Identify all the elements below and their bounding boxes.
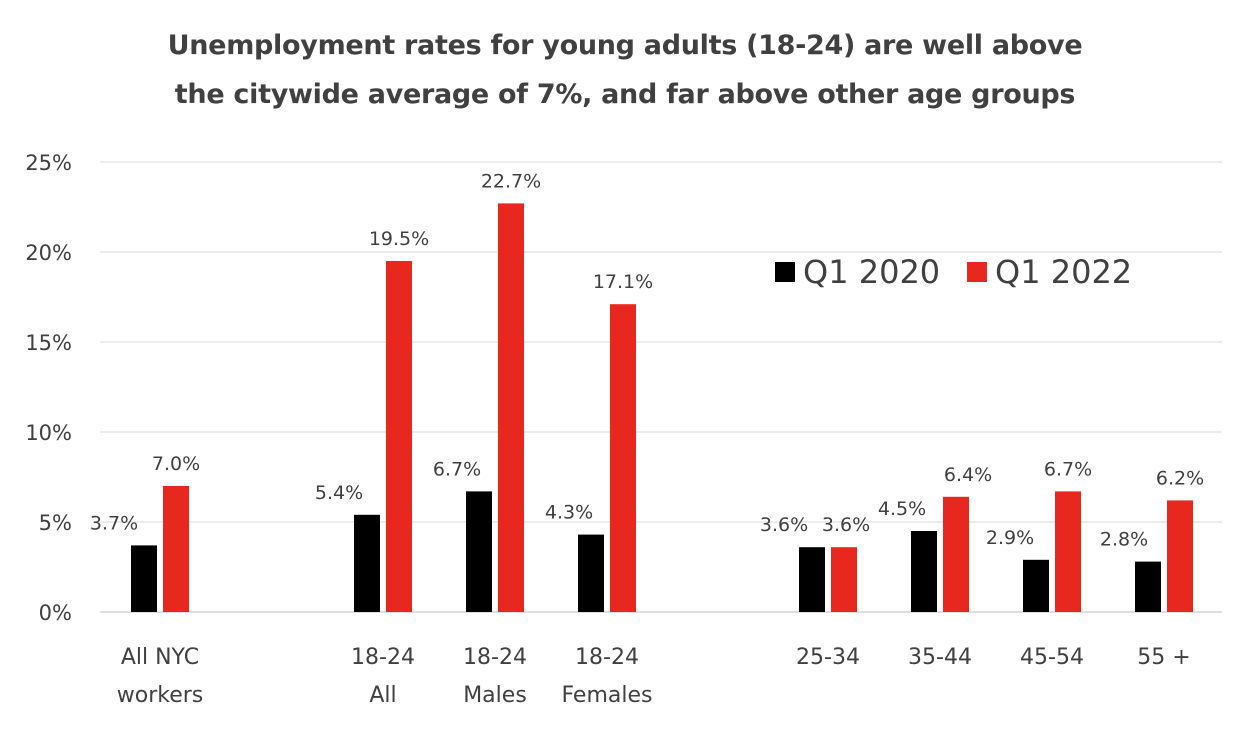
data-label: 4.5%: [878, 498, 926, 520]
x-tick-label: workers: [117, 683, 204, 708]
x-tick-label: 18-24: [351, 645, 415, 670]
y-tick-label: 25%: [25, 151, 72, 175]
x-tick-label: Males: [463, 683, 527, 708]
data-labels: 3.7% 5.4% 6.7% 4.3% 3.6% 4.5% 2.9% 2.8% 7.0% 19.5…: [90, 170, 1204, 550]
x-tick-label: Females: [561, 683, 652, 708]
data-label: 6.7%: [1044, 458, 1092, 480]
bar-q1-2020-6: [1023, 559, 1049, 612]
chart-title-line-2: the citywide average of 7%, and far abov…: [174, 79, 1076, 110]
y-tick-label: 10%: [25, 421, 72, 445]
data-label: 3.6%: [822, 514, 870, 536]
data-label: 6.7%: [433, 458, 481, 480]
y-tick-label: 5%: [39, 511, 72, 535]
bars: [131, 203, 1193, 612]
bar-q1-2020-7: [1135, 561, 1161, 612]
bar-q1-2022-3: [610, 304, 636, 612]
bar-q1-2020-1: [354, 514, 380, 612]
x-tick-label: 45-54: [1020, 645, 1084, 670]
x-tick-label: 35-44: [908, 645, 972, 670]
y-tick-label: 15%: [25, 331, 72, 355]
bar-q1-2020-3: [578, 534, 604, 612]
data-label: 3.6%: [760, 514, 808, 536]
x-tick-label: All: [369, 683, 396, 708]
bar-q1-2020-0: [131, 545, 157, 612]
bar-q1-2022-6: [1055, 491, 1081, 612]
y-tick-label: 0%: [39, 601, 72, 625]
bar-q1-2022-4: [831, 547, 857, 612]
data-label: 2.8%: [1100, 529, 1148, 551]
legend-label: Q1 2020: [803, 253, 940, 291]
bar-q1-2020-2: [466, 491, 492, 612]
bar-q1-2020-5: [911, 531, 937, 612]
legend-label: Q1 2022: [995, 253, 1132, 291]
x-axis-ticks: All NYC workers 18-24 All 18-24 Males 18-24 Fem…: [117, 645, 1191, 708]
data-label: 3.7%: [90, 512, 138, 534]
data-label: 5.4%: [315, 482, 363, 504]
legend-swatch-q1-2020: [775, 262, 795, 282]
x-tick-label: All NYC: [121, 645, 199, 670]
data-label: 19.5%: [369, 228, 429, 250]
x-tick-label: 55 +: [1137, 645, 1190, 670]
gridlines: [100, 161, 1222, 613]
data-label: 6.4%: [944, 464, 992, 486]
y-axis-ticks: 0% 5% 10% 15% 20% 25%: [25, 151, 72, 625]
x-tick-label: 18-24: [575, 645, 639, 670]
data-label: 2.9%: [986, 527, 1034, 549]
x-tick-label: 18-24: [463, 645, 527, 670]
data-label: 6.2%: [1156, 467, 1204, 489]
x-tick-label: 25-34: [796, 645, 860, 670]
y-tick-label: 20%: [25, 241, 72, 265]
legend: Q1 2020 Q1 2022: [775, 253, 1132, 291]
data-label: 7.0%: [152, 453, 200, 475]
data-label: 22.7%: [481, 170, 541, 192]
bar-q1-2022-2: [498, 203, 524, 612]
data-label: 4.3%: [545, 502, 593, 524]
bar-q1-2022-7: [1167, 500, 1193, 612]
bar-q1-2022-0: [163, 486, 189, 612]
bar-q1-2022-1: [386, 261, 412, 612]
data-label: 17.1%: [593, 271, 653, 293]
bar-q1-2022-5: [943, 496, 969, 612]
bar-q1-2020-4: [799, 547, 825, 612]
chart-title-line-1: Unemployment rates for young adults (18-…: [167, 30, 1083, 61]
legend-swatch-q1-2022: [967, 262, 987, 282]
